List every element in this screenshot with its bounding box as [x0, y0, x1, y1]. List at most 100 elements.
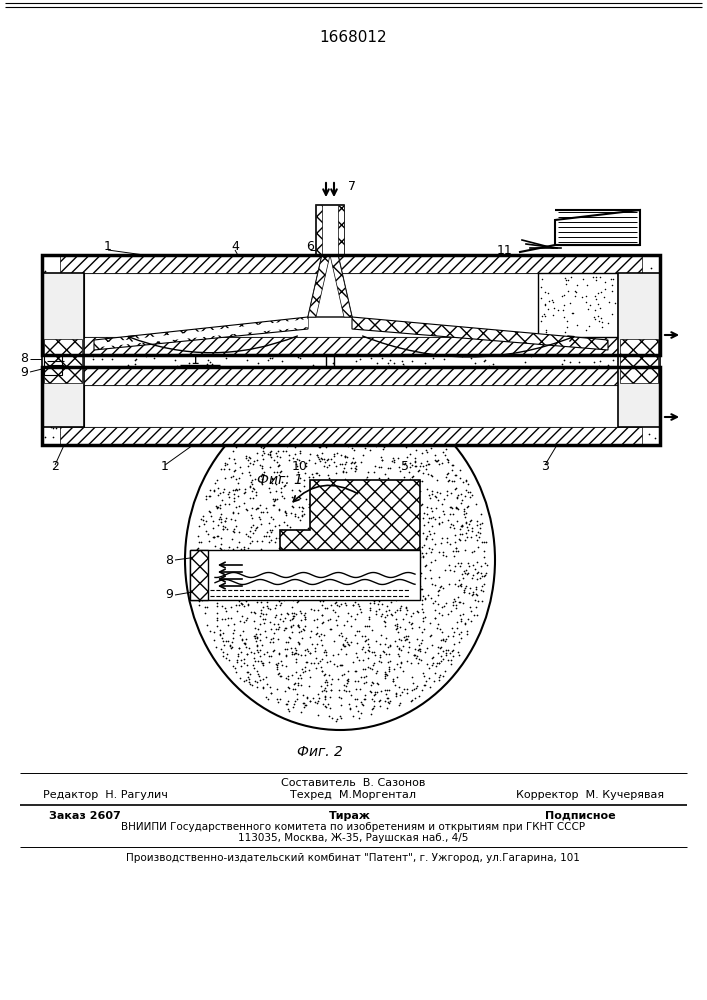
Point: [345, 258, 356, 274]
Point: [370, 458, 381, 474]
Point: [49, 357, 61, 373]
Point: [339, 677, 350, 693]
Point: [245, 507, 257, 523]
Point: [536, 308, 547, 324]
Point: [228, 504, 239, 520]
Point: [256, 559, 267, 575]
Point: [218, 461, 230, 477]
Point: [332, 374, 344, 390]
Point: [361, 582, 372, 598]
Point: [314, 583, 325, 599]
Point: [257, 415, 269, 431]
Point: [471, 532, 482, 548]
Point: [337, 392, 348, 408]
Point: [278, 490, 289, 506]
Point: [390, 565, 401, 581]
Point: [370, 424, 382, 440]
Point: [436, 639, 447, 655]
Point: [88, 287, 100, 303]
Point: [453, 531, 464, 547]
Point: [555, 385, 566, 401]
Point: [402, 345, 414, 361]
Point: [302, 399, 313, 415]
Point: [291, 654, 302, 670]
Point: [40, 388, 52, 404]
Point: [221, 603, 232, 619]
Point: [166, 347, 177, 363]
Point: [363, 636, 374, 652]
Point: [396, 491, 407, 507]
Point: [467, 381, 479, 397]
Point: [275, 484, 286, 500]
Point: [360, 521, 371, 537]
Point: [485, 313, 496, 329]
Point: [319, 674, 330, 690]
Point: [382, 460, 394, 476]
Point: [442, 652, 453, 668]
Point: [494, 393, 506, 409]
Point: [217, 644, 228, 660]
Point: [553, 302, 564, 318]
Point: [347, 324, 358, 340]
Point: [215, 541, 226, 557]
Point: [271, 550, 283, 566]
Point: [367, 560, 378, 576]
Point: [299, 303, 310, 319]
Point: [503, 251, 515, 267]
Point: [393, 491, 404, 507]
Point: [335, 447, 346, 463]
Point: [264, 350, 276, 366]
Point: [297, 429, 308, 445]
Point: [565, 354, 576, 370]
Point: [431, 297, 443, 313]
Point: [563, 332, 574, 348]
Point: [397, 560, 409, 576]
Point: [409, 647, 420, 663]
Point: [237, 465, 248, 481]
Point: [581, 277, 592, 293]
Point: [296, 575, 308, 591]
Point: [201, 599, 213, 615]
Point: [373, 539, 385, 555]
Point: [274, 424, 285, 440]
Point: [401, 573, 412, 589]
Point: [298, 251, 310, 267]
Point: [333, 682, 344, 698]
Point: [377, 503, 388, 519]
Point: [233, 573, 244, 589]
Point: [257, 428, 269, 444]
Point: [298, 699, 310, 715]
Point: [336, 596, 347, 612]
Point: [240, 481, 251, 497]
Point: [112, 289, 123, 305]
Point: [148, 350, 160, 366]
Point: [212, 426, 223, 442]
Point: [222, 281, 233, 297]
Point: [234, 481, 245, 497]
Point: [64, 259, 76, 275]
Point: [129, 366, 140, 382]
Point: [397, 638, 409, 654]
Point: [165, 272, 177, 288]
Point: [197, 585, 208, 601]
Point: [404, 543, 416, 559]
Point: [246, 343, 257, 359]
Point: [427, 468, 438, 484]
Point: [607, 267, 618, 283]
Point: [282, 634, 293, 650]
Point: [292, 425, 303, 441]
Point: [521, 374, 532, 390]
Point: [561, 262, 572, 278]
Point: [288, 309, 299, 325]
Point: [328, 408, 339, 424]
Point: [357, 474, 368, 490]
Point: [216, 630, 228, 646]
Point: [293, 509, 304, 525]
Point: [440, 441, 451, 457]
Point: [371, 427, 382, 443]
Point: [242, 580, 253, 596]
Point: [539, 432, 551, 448]
Point: [306, 251, 317, 267]
Point: [211, 369, 222, 385]
Point: [257, 671, 269, 687]
